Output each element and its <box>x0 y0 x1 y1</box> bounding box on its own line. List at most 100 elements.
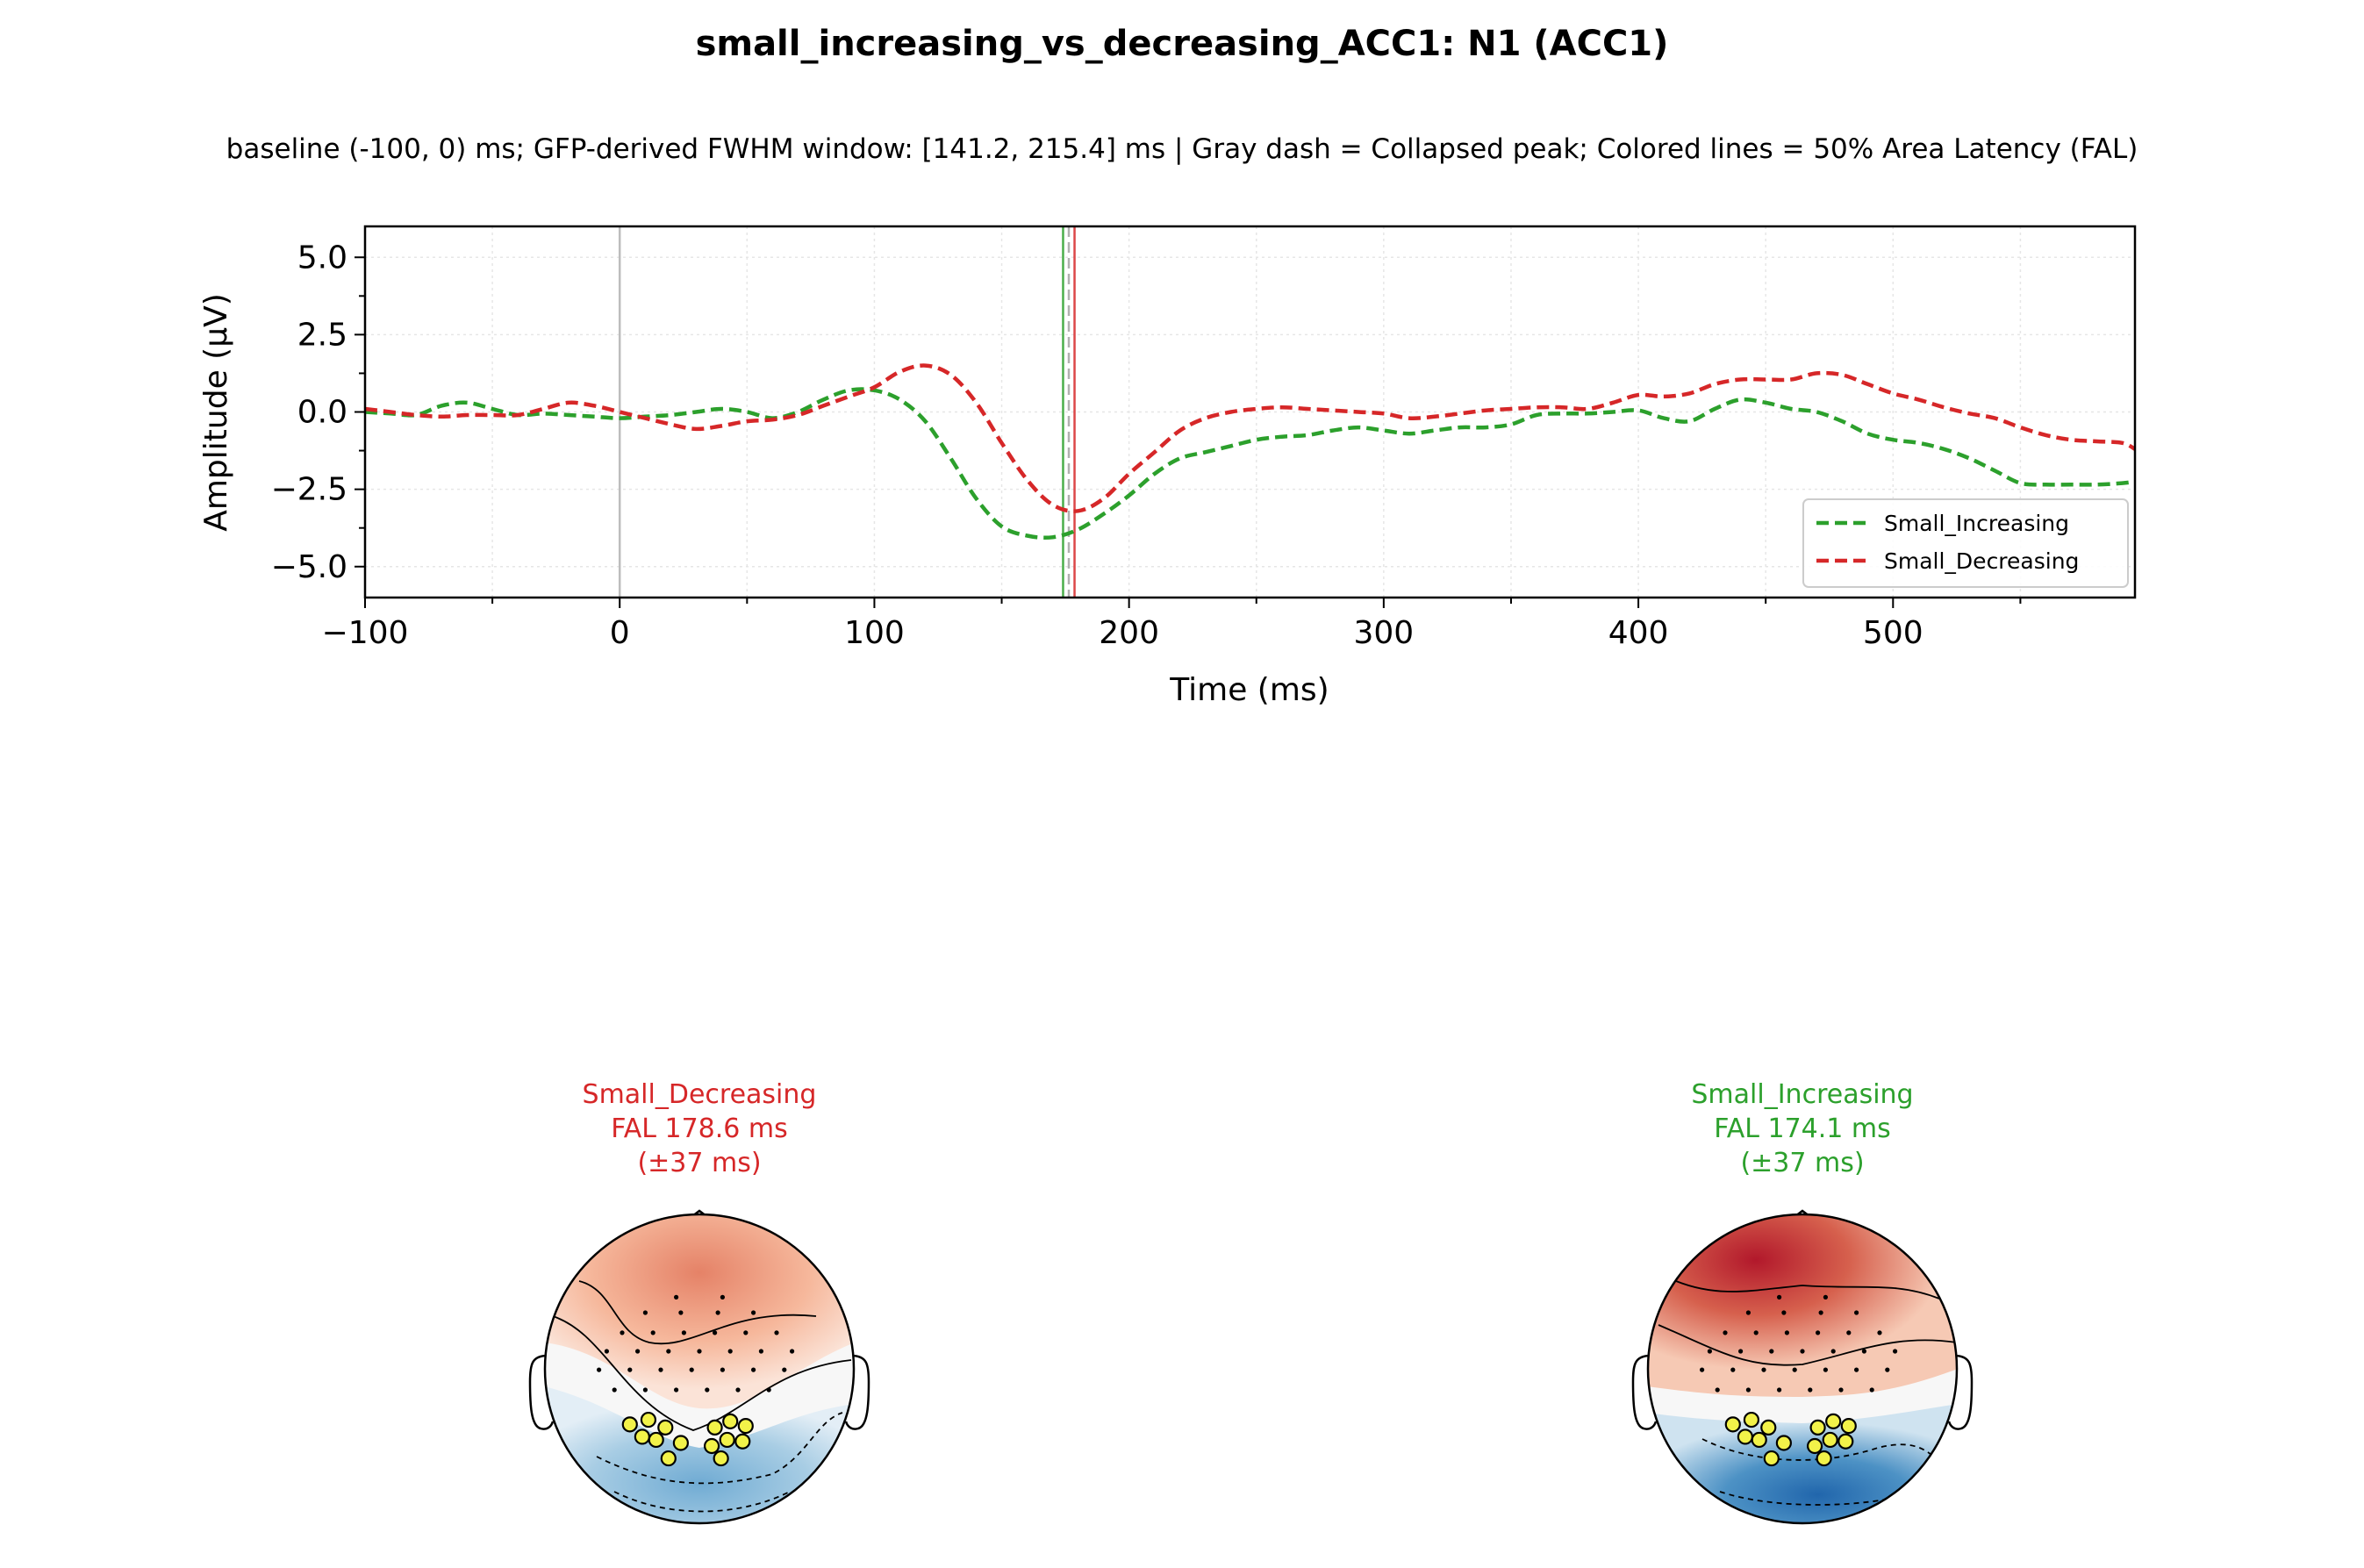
series-lines <box>365 363 2135 541</box>
sensor-dot <box>689 1367 694 1372</box>
sensor-dot <box>1893 1349 1898 1354</box>
x-tick-label: 100 <box>844 615 905 651</box>
sensor-dot <box>713 1330 718 1335</box>
legend-label-small-decreasing: Small_Decreasing <box>1884 548 2079 574</box>
sensor-dot <box>1715 1387 1720 1393</box>
sensor-dot <box>774 1330 779 1335</box>
x-axis: −100 0 100 200 300 400 500 <box>322 598 2022 651</box>
highlighted-sensor <box>1751 1431 1767 1449</box>
highlighted-sensor <box>1743 1411 1760 1428</box>
x-tick-label: 200 <box>1099 615 1159 651</box>
y-tick-label: 2.5 <box>297 317 347 353</box>
sensor-dot <box>720 1294 726 1300</box>
sensor-dot <box>766 1387 771 1393</box>
sensor-dot <box>720 1367 726 1372</box>
topomap-label-line-2: FAL 174.1 ms <box>1714 1113 1891 1144</box>
sensor-dot <box>790 1349 795 1354</box>
sensor-dot <box>1769 1349 1774 1354</box>
highlighted-sensor <box>1816 1450 1832 1467</box>
sensor-dot <box>1808 1387 1813 1393</box>
highlighted-sensor <box>648 1431 664 1449</box>
sensor-dot <box>1745 1310 1751 1315</box>
legend: Small_Increasing Small_Decreasing <box>1802 498 2129 588</box>
x-tick-label: 0 <box>610 615 630 651</box>
highlighted-sensor <box>1737 1428 1753 1445</box>
legend-label-small-increasing: Small_Increasing <box>1884 511 2069 536</box>
series-line-small-decreasing <box>365 363 2135 513</box>
highlighted-sensor <box>621 1416 638 1433</box>
sensor-dot <box>1854 1367 1859 1372</box>
highlighted-sensor <box>1825 1413 1842 1429</box>
sensor-dot <box>1730 1367 1736 1372</box>
sensor-dot <box>666 1349 671 1354</box>
sensor-dot <box>642 1387 648 1393</box>
sensor-dot <box>1707 1349 1712 1354</box>
sensor-markers <box>1700 1294 1898 1467</box>
sensor-dot <box>751 1310 756 1315</box>
highlighted-sensor <box>737 1418 754 1435</box>
sensor-dot <box>681 1330 687 1335</box>
sensor-dot <box>1830 1349 1836 1354</box>
sensor-dot <box>1823 1294 1828 1300</box>
x-axis-label: Time (ms) <box>1169 672 1329 708</box>
sensor-dot <box>1723 1330 1728 1335</box>
sensor-dot <box>697 1349 702 1354</box>
figure-title: small_increasing_vs_decreasing_ACC1: N1 … <box>696 24 1669 64</box>
highlighted-sensor <box>706 1419 723 1436</box>
sensor-dot <box>1838 1387 1844 1393</box>
topomap-small-decreasing: Small_Decreasing FAL 178.6 ms (±37 ms) <box>528 1079 870 1525</box>
highlighted-sensor <box>640 1411 657 1428</box>
sensor-dot <box>612 1387 617 1393</box>
topomap-small-increasing: Small_Increasing FAL 174.1 ms (±37 ms) <box>1631 1079 1974 1525</box>
sensor-dot <box>658 1367 663 1372</box>
sensor-dot <box>715 1310 720 1315</box>
sensor-dot <box>735 1387 741 1393</box>
sensor-dot <box>1800 1349 1805 1354</box>
sensor-dot <box>743 1330 749 1335</box>
sensor-dot <box>604 1349 610 1354</box>
sensor-dot <box>627 1367 633 1372</box>
sensor-dot <box>1869 1387 1874 1393</box>
highlighted-sensor <box>660 1450 677 1467</box>
highlighted-sensor <box>1724 1416 1741 1433</box>
topomap-label-line-3: (±37 ms) <box>1740 1148 1864 1178</box>
highlighted-sensor <box>672 1435 689 1451</box>
x-tick-label: 400 <box>1608 615 1669 651</box>
sensor-dot <box>1777 1294 1782 1300</box>
y-tick-label: 0.0 <box>297 395 347 431</box>
highlighted-sensor <box>1760 1419 1777 1436</box>
sensor-dot <box>635 1349 641 1354</box>
legend-box <box>1802 498 2129 588</box>
highlighted-sensor <box>1806 1437 1823 1455</box>
highlighted-sensor <box>703 1437 720 1455</box>
sensor-dot <box>1846 1330 1852 1335</box>
sensor-dot <box>1777 1387 1782 1393</box>
sensor-dot <box>674 1387 679 1393</box>
x-tick-label: 300 <box>1354 615 1415 651</box>
highlighted-sensor <box>634 1428 650 1445</box>
sensor-dot <box>1784 1330 1789 1335</box>
sensor-dot <box>678 1310 684 1315</box>
highlighted-sensor <box>1763 1450 1780 1467</box>
highlighted-sensor <box>1775 1435 1792 1451</box>
sensor-dot <box>1816 1330 1821 1335</box>
sensor-dot <box>751 1367 756 1372</box>
series-line-small-increasing <box>365 387 2135 541</box>
highlighted-sensor <box>734 1433 751 1450</box>
sensor-dot <box>597 1367 602 1372</box>
sensor-dot <box>1885 1367 1890 1372</box>
sensor-dot <box>1761 1367 1766 1372</box>
sensor-dot <box>1738 1349 1744 1354</box>
y-tick-label: 5.0 <box>297 240 347 276</box>
highlighted-sensor <box>657 1419 674 1436</box>
sensor-dot <box>650 1330 655 1335</box>
highlighted-sensor <box>722 1413 739 1429</box>
topomap-label-line-1: Small_Increasing <box>1691 1079 1913 1110</box>
x-tick-label: −100 <box>322 615 409 651</box>
erp-plot: −100 0 100 200 300 400 500 −5.0 −2.5 0.0 2.5 5.0 T… <box>198 225 2137 708</box>
sensor-dot <box>1700 1367 1705 1372</box>
sensor-dot <box>782 1367 787 1372</box>
sensor-dot <box>1781 1310 1787 1315</box>
sensor-dot <box>1877 1330 1882 1335</box>
